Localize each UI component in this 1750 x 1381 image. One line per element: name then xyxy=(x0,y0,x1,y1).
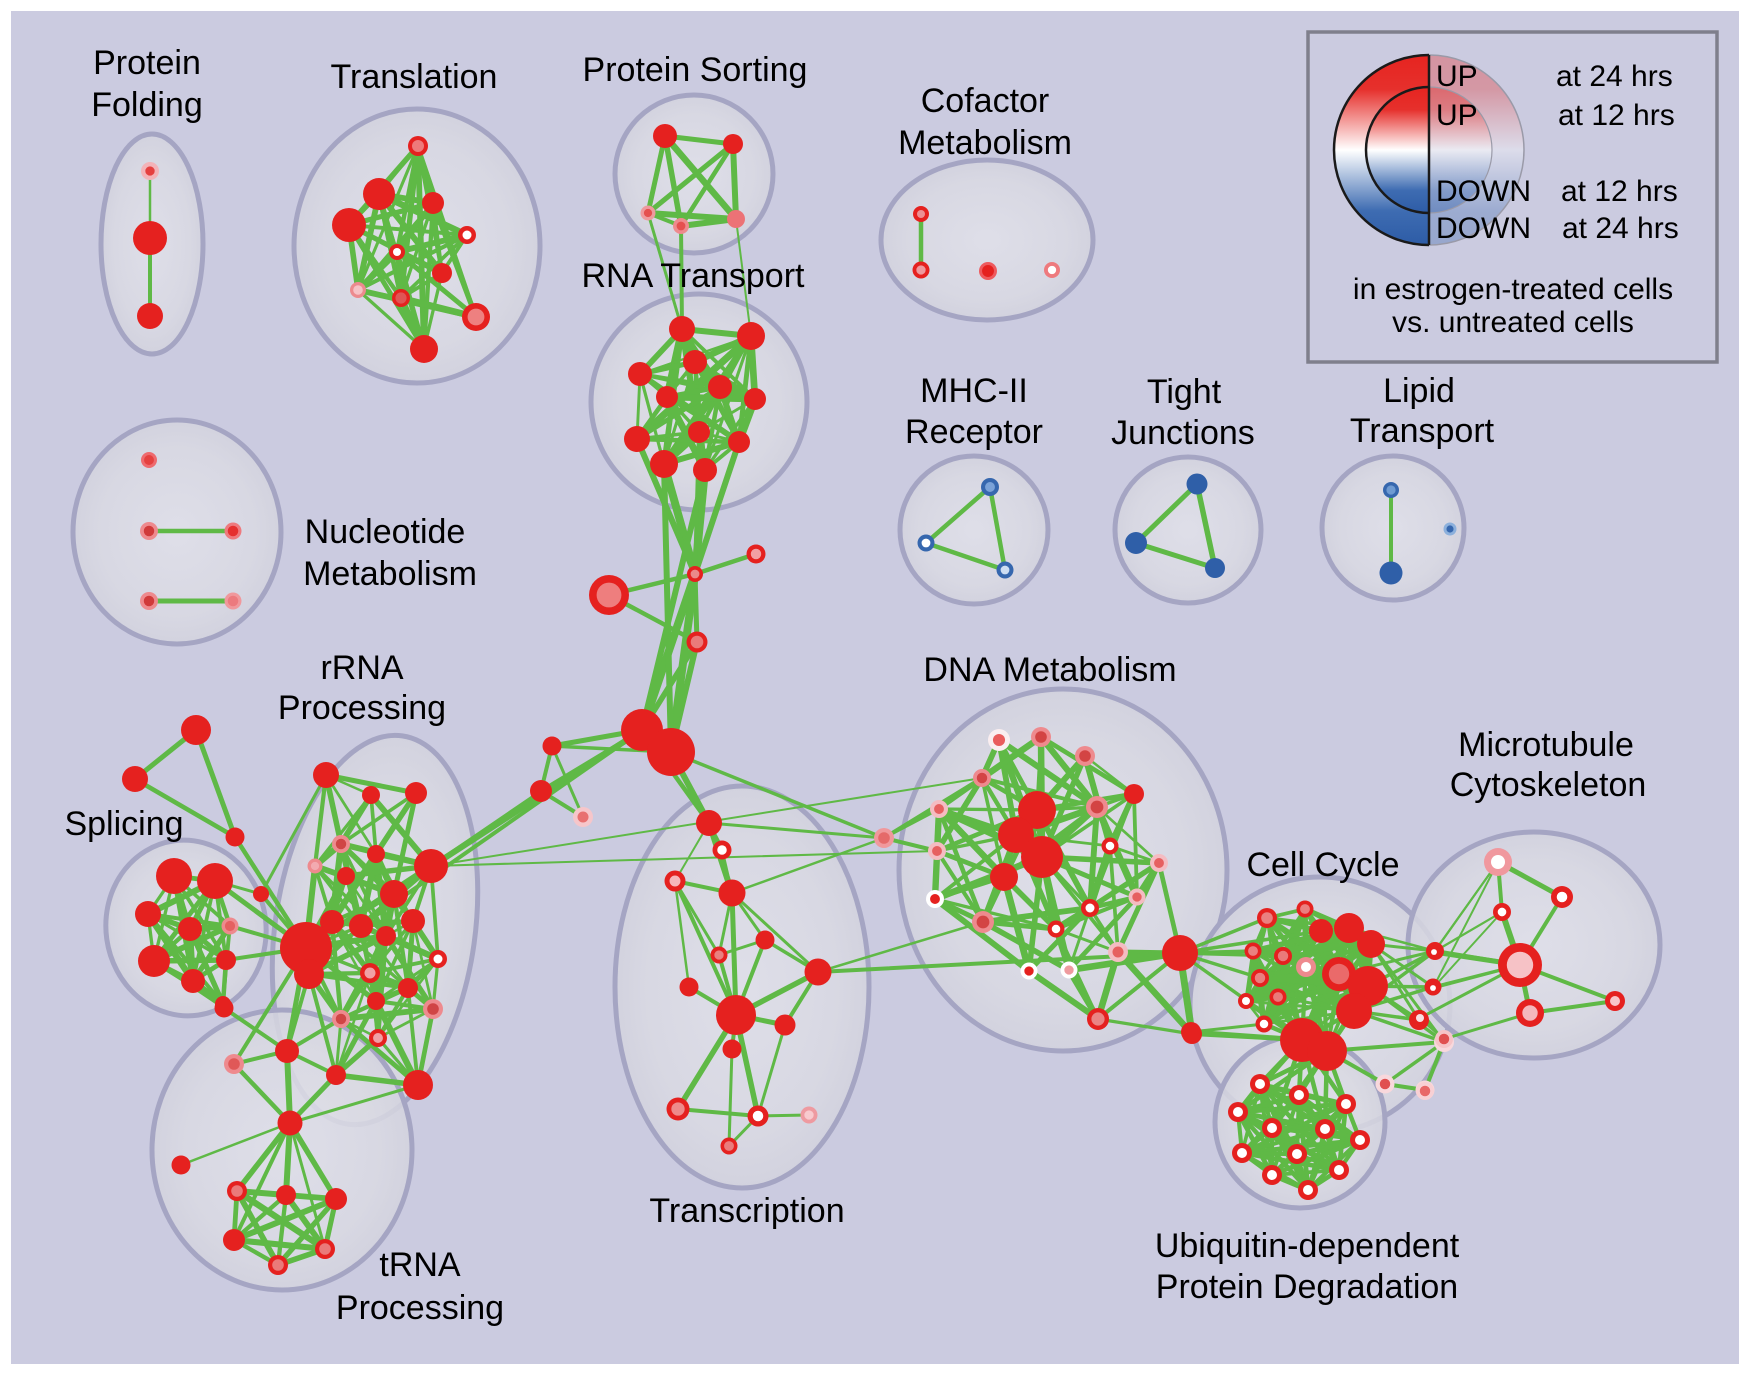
svg-text:at 12 hrs: at 12 hrs xyxy=(1561,175,1678,208)
svg-text:Tight: Tight xyxy=(1147,373,1222,411)
svg-text:DOWN: DOWN xyxy=(1436,175,1531,208)
svg-text:Metabolism: Metabolism xyxy=(898,124,1072,162)
svg-text:Ubiquitin-dependent: Ubiquitin-dependent xyxy=(1155,1227,1460,1265)
svg-text:Folding: Folding xyxy=(91,86,203,124)
svg-text:UP: UP xyxy=(1436,99,1478,132)
svg-text:Receptor: Receptor xyxy=(905,413,1043,451)
svg-text:tRNA: tRNA xyxy=(379,1246,461,1284)
svg-text:vs. untreated cells: vs. untreated cells xyxy=(1392,306,1634,339)
svg-text:UP: UP xyxy=(1436,60,1478,93)
svg-text:Transcription: Transcription xyxy=(649,1192,844,1230)
svg-text:Processing: Processing xyxy=(278,689,446,727)
svg-text:Cell Cycle: Cell Cycle xyxy=(1246,846,1399,884)
svg-text:Junctions: Junctions xyxy=(1111,414,1255,452)
svg-text:RNA Transport: RNA Transport xyxy=(582,257,806,295)
svg-text:Translation: Translation xyxy=(331,58,498,96)
svg-text:Microtubule: Microtubule xyxy=(1458,726,1634,764)
svg-text:at 24 hrs: at 24 hrs xyxy=(1562,212,1679,245)
svg-text:Splicing: Splicing xyxy=(64,805,183,843)
svg-text:Protein Sorting: Protein Sorting xyxy=(583,51,808,89)
svg-text:Protein: Protein xyxy=(93,44,201,82)
svg-text:Protein Degradation: Protein Degradation xyxy=(1156,1268,1458,1306)
svg-text:rRNA: rRNA xyxy=(320,649,403,687)
svg-text:Metabolism: Metabolism xyxy=(303,555,477,593)
svg-text:in estrogen-treated cells: in estrogen-treated cells xyxy=(1353,273,1673,306)
svg-text:DOWN: DOWN xyxy=(1436,212,1531,245)
svg-text:Cofactor: Cofactor xyxy=(921,82,1050,120)
svg-text:at 24 hrs: at 24 hrs xyxy=(1556,60,1673,93)
svg-text:Nucleotide: Nucleotide xyxy=(305,513,466,551)
svg-text:MHC-II: MHC-II xyxy=(920,372,1028,410)
svg-text:at 12 hrs: at 12 hrs xyxy=(1558,99,1675,132)
svg-text:DNA Metabolism: DNA Metabolism xyxy=(923,651,1176,689)
svg-text:Transport: Transport xyxy=(1350,412,1495,450)
svg-text:Cytoskeleton: Cytoskeleton xyxy=(1450,766,1647,804)
svg-text:Lipid: Lipid xyxy=(1383,372,1455,410)
svg-text:Processing: Processing xyxy=(336,1289,504,1327)
